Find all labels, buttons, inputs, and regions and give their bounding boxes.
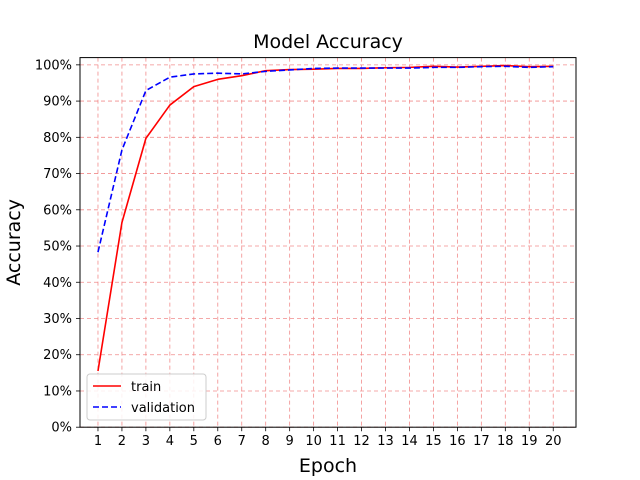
legend-label-train: train: [131, 380, 161, 395]
x-tick-label: 4: [166, 434, 174, 449]
x-tick-label: 5: [190, 434, 198, 449]
y-tick-label: 80%: [43, 131, 72, 146]
x-tick-label: 11: [329, 434, 346, 449]
grid: [80, 57, 576, 428]
x-tick-label: 9: [286, 434, 294, 449]
x-tick-label: 15: [425, 434, 442, 449]
x-tick-label: 3: [142, 434, 150, 449]
y-tick-label: 10%: [43, 384, 72, 399]
x-tick-label: 17: [473, 434, 490, 449]
y-tick-label: 30%: [43, 312, 72, 327]
x-tick-label: 10: [305, 434, 322, 449]
y-tick-label: 50%: [43, 240, 72, 255]
x-tick-label: 16: [449, 434, 466, 449]
x-tick-label: 18: [497, 434, 514, 449]
plot-area-frame: [79, 57, 577, 428]
x-tick-label: 13: [377, 434, 394, 449]
series-lines: [97, 64, 554, 372]
x-axis-title: Epoch: [299, 455, 357, 477]
series-line-validation: [97, 65, 554, 253]
chart-title: Model Accuracy: [253, 31, 403, 53]
x-tick-label: 12: [353, 434, 370, 449]
y-tick-label: 60%: [43, 203, 72, 218]
legend-label-validation: validation: [131, 401, 195, 416]
axis-ticks: 1 2 3 4 5 6 7 8 9 10 11 12 13 14 15 16 17 18 19 200%10%20%3…: [35, 58, 562, 449]
x-tick-label: 14: [401, 434, 418, 449]
x-tick-label: 6: [214, 434, 222, 449]
x-tick-label: 19: [521, 434, 538, 449]
y-tick-label: 70%: [43, 167, 72, 182]
y-tick-label: 40%: [43, 276, 72, 291]
legend: train validation: [86, 373, 207, 421]
x-tick-label: 2: [118, 434, 126, 449]
y-tick-label: 100%: [35, 58, 72, 73]
y-tick-label: 20%: [43, 348, 72, 363]
y-axis-title: Accuracy: [3, 199, 25, 286]
x-tick-label: 7: [238, 434, 246, 449]
y-tick-label: 90%: [43, 95, 72, 110]
x-tick-label: 8: [262, 434, 270, 449]
x-tick-label: 20: [545, 434, 562, 449]
y-tick-label: 0%: [51, 421, 72, 436]
x-tick-label: 1: [94, 434, 102, 449]
